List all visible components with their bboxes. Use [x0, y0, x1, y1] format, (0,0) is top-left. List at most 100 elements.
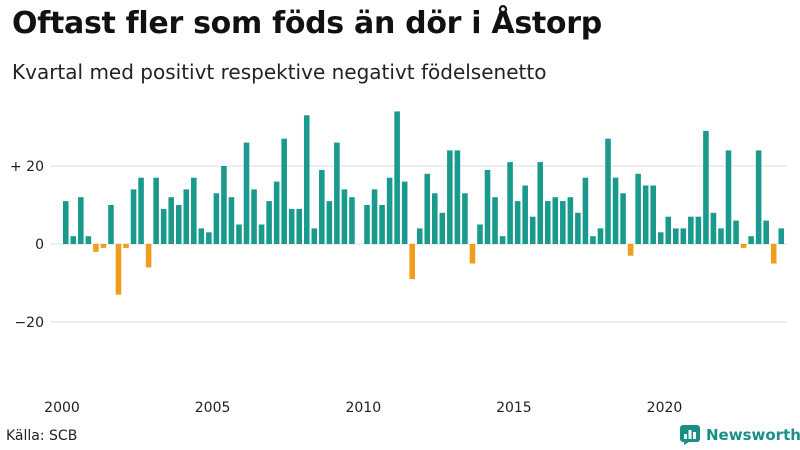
bar	[582, 177, 589, 244]
bar	[763, 220, 769, 244]
bar	[492, 197, 498, 244]
bar	[288, 208, 295, 244]
bar	[575, 212, 581, 244]
bar	[175, 205, 182, 244]
bar	[612, 177, 619, 244]
bar	[401, 181, 408, 244]
bar	[522, 185, 528, 244]
x-axis-tick-labels: 2000 2005 2010 2015 2020	[44, 400, 682, 416]
bar	[567, 197, 574, 244]
bar	[386, 177, 393, 244]
x-tick-label: 2005	[195, 400, 231, 416]
bar	[477, 224, 483, 244]
bar	[642, 185, 649, 244]
bar	[688, 216, 694, 244]
bar	[635, 173, 641, 244]
bar	[206, 232, 212, 244]
bars	[62, 111, 785, 295]
bar	[123, 244, 129, 248]
bar	[650, 185, 656, 244]
bar	[228, 197, 235, 244]
bar	[718, 228, 724, 244]
newsworthy-logo-icon	[680, 425, 700, 445]
x-tick-label: 2020	[647, 400, 683, 416]
bar	[221, 166, 227, 244]
bar	[138, 177, 144, 244]
bar	[627, 244, 634, 256]
bar	[695, 216, 702, 244]
bar	[319, 169, 325, 244]
bar	[168, 197, 174, 244]
bar	[303, 115, 310, 244]
bar	[130, 189, 137, 244]
bar	[349, 197, 355, 244]
bar	[85, 236, 92, 244]
bar	[620, 193, 626, 244]
bar	[70, 236, 77, 244]
bar	[191, 177, 197, 244]
bar	[93, 244, 99, 252]
bar	[145, 244, 152, 268]
bar	[115, 244, 122, 295]
bar	[334, 142, 340, 244]
bar	[740, 244, 747, 248]
bar	[424, 173, 431, 244]
bar	[394, 111, 400, 245]
bar	[160, 208, 167, 244]
bar	[364, 205, 370, 244]
bar	[371, 189, 378, 244]
bar	[243, 142, 250, 244]
bar	[657, 232, 664, 244]
bar	[484, 169, 491, 244]
brand-name: Newsworthy	[706, 426, 800, 444]
x-tick-label: 2000	[44, 400, 80, 416]
bar	[183, 189, 190, 244]
bar	[755, 150, 762, 244]
bar	[597, 228, 604, 244]
bar	[266, 201, 272, 244]
bar	[236, 224, 242, 244]
bar	[544, 201, 551, 244]
bar	[462, 193, 468, 244]
bar	[379, 205, 385, 244]
bar	[416, 228, 423, 244]
bar	[439, 212, 446, 244]
bar	[514, 201, 521, 244]
bar	[153, 177, 159, 244]
bar	[281, 138, 287, 244]
bar	[529, 216, 536, 244]
bar	[703, 130, 709, 244]
bar	[552, 197, 559, 244]
y-tick-label: 0	[35, 237, 44, 253]
x-tick-label: 2015	[496, 400, 532, 416]
bar	[296, 208, 303, 244]
bar	[100, 244, 107, 248]
bar	[432, 193, 438, 244]
y-axis-tick-labels: + 20 0 −20	[10, 159, 44, 331]
bar	[409, 244, 415, 280]
bar	[725, 150, 732, 244]
bar	[108, 205, 114, 244]
bar	[778, 228, 785, 244]
bar	[469, 244, 476, 264]
bar	[507, 162, 513, 244]
bar	[673, 228, 679, 244]
bar	[560, 201, 566, 244]
bar	[710, 212, 717, 244]
bar	[258, 224, 265, 244]
bar	[311, 228, 318, 244]
y-tick-label: −20	[14, 315, 44, 331]
bar	[733, 220, 739, 244]
chart-subtitle: Kvartal med positivt respektive negativt…	[12, 60, 547, 84]
bar	[665, 216, 672, 244]
bar	[198, 228, 205, 244]
bar	[537, 162, 544, 244]
bar	[748, 236, 754, 244]
bar	[680, 228, 687, 244]
bar	[454, 150, 461, 244]
bar	[62, 201, 69, 244]
brand-logo: Newsworthy	[680, 425, 800, 445]
bar	[341, 189, 348, 244]
bar	[605, 138, 611, 244]
